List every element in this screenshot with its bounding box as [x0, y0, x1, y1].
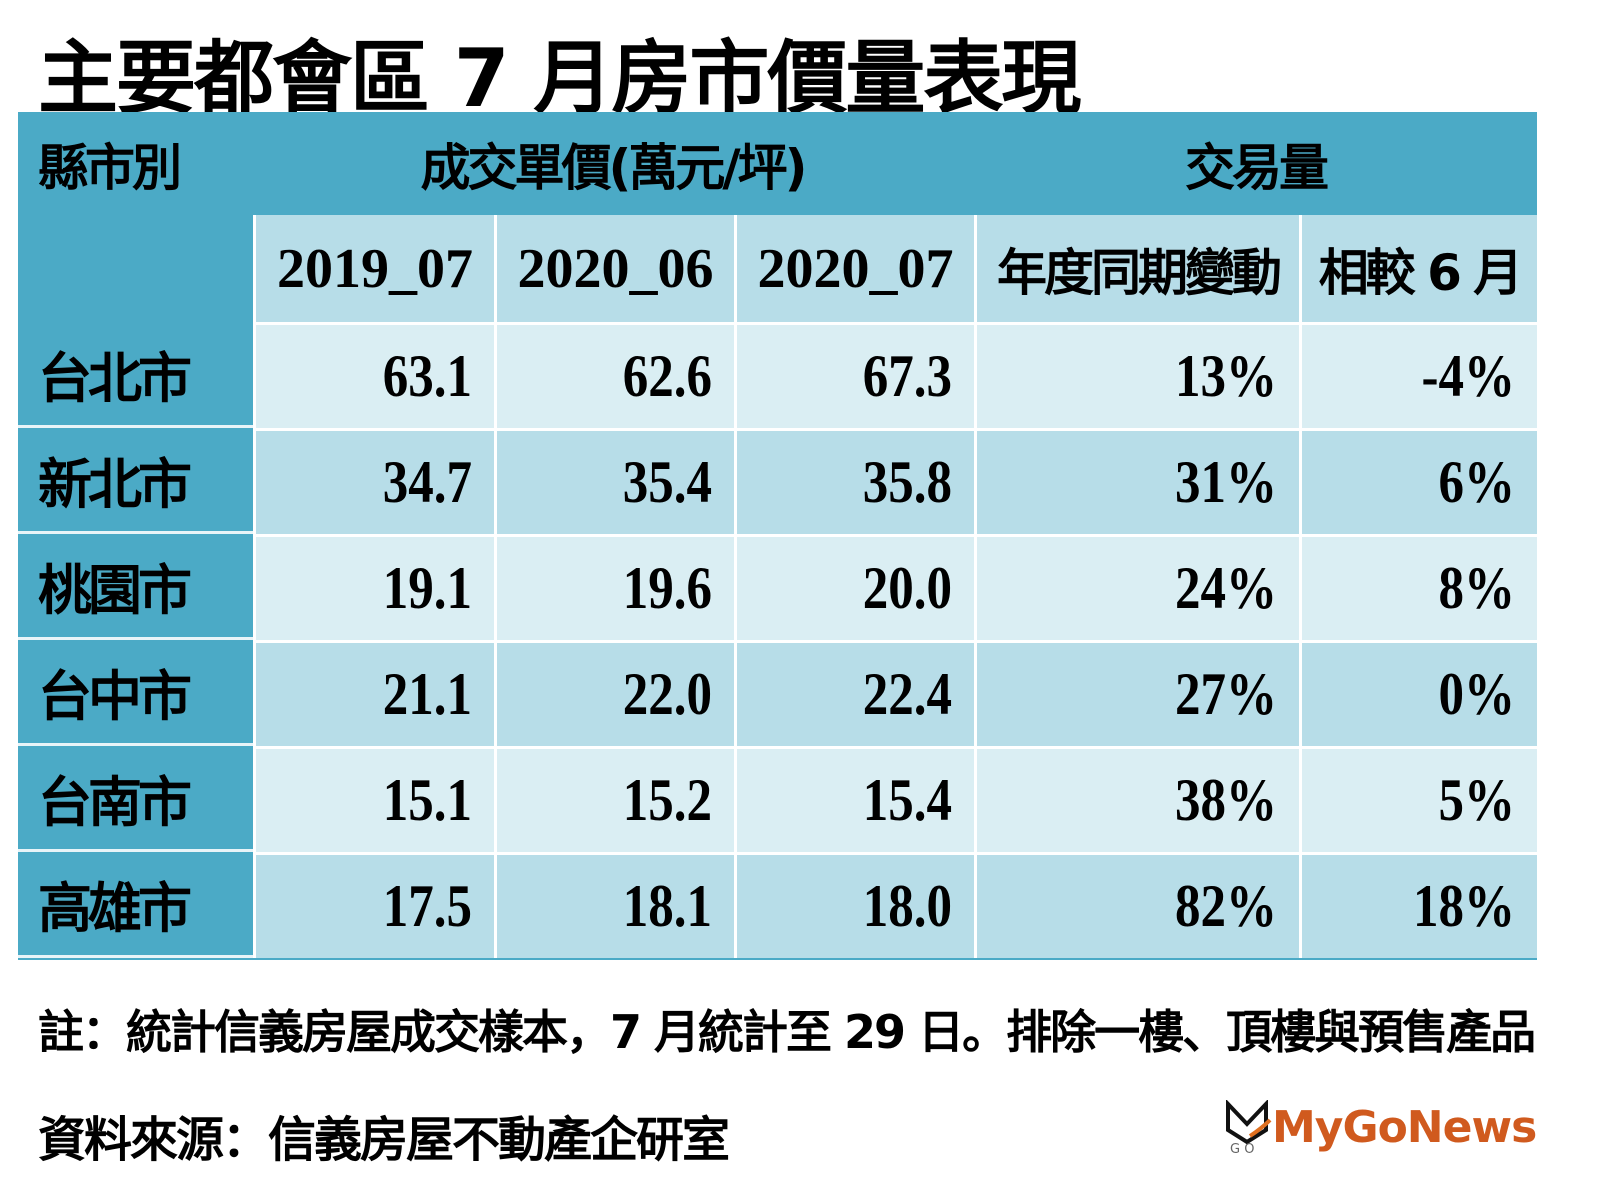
cell-value: 21.1: [382, 661, 472, 727]
table-cell: 22.4: [734, 640, 974, 746]
row-city: 高雄市: [18, 852, 253, 958]
svg-text:G O: G O: [1230, 1142, 1254, 1154]
table-cell: 8%: [1299, 534, 1537, 640]
table-cell: 38%: [974, 746, 1299, 852]
cell-value: 8%: [1438, 555, 1516, 621]
column-header: 相較 6 月: [1299, 215, 1537, 322]
table-cell: 18%: [1299, 852, 1537, 958]
mygonews-logo: G O MyGoNews: [1222, 1100, 1537, 1154]
column-header: 2019_07: [253, 215, 494, 322]
row-city: 台南市: [18, 746, 253, 852]
table-cell: 6%: [1299, 428, 1537, 534]
cell-value: 31%: [1175, 449, 1277, 515]
table-cell: 63.1: [253, 322, 494, 428]
table-cell: 35.8: [734, 428, 974, 534]
column-header: 年度同期變動: [974, 215, 1299, 322]
logo-mark-icon: G O: [1226, 1100, 1272, 1154]
cell-value: 82%: [1175, 873, 1277, 939]
table-cell: 34.7: [253, 428, 494, 534]
cell-value: 34.7: [382, 449, 472, 515]
table-cell: 19.6: [494, 534, 734, 640]
cell-value: 20.0: [862, 555, 952, 621]
cell-value: 18%: [1413, 873, 1515, 939]
table-cell: 67.3: [734, 322, 974, 428]
source-note: 資料來源：信義房屋不動產企研室: [38, 1112, 730, 1168]
table-cell: 82%: [974, 852, 1299, 958]
cell-value: 67.3: [862, 343, 952, 409]
table-cell: 22.0: [494, 640, 734, 746]
cell-value: 63.1: [382, 343, 472, 409]
header-price-group: 成交單價(萬元/坪): [420, 138, 808, 197]
table-cell: 15.2: [494, 746, 734, 852]
table-cell: 21.1: [253, 640, 494, 746]
row-city: 新北市: [18, 428, 253, 534]
table-cell: 17.5: [253, 852, 494, 958]
table-cell: 62.6: [494, 322, 734, 428]
table-cell: 18.1: [494, 852, 734, 958]
table-cell: 27%: [974, 640, 1299, 746]
table-cell: 35.4: [494, 428, 734, 534]
cell-value: 13%: [1175, 343, 1277, 409]
table-cell: 24%: [974, 534, 1299, 640]
cell-value: 22.4: [862, 661, 952, 727]
table-cell: 20.0: [734, 534, 974, 640]
cell-value: 18.1: [622, 873, 712, 939]
column-header: 2020_06: [494, 215, 734, 322]
cell-value: 35.4: [622, 449, 712, 515]
table-cell: 19.1: [253, 534, 494, 640]
logo-text: MyGoNews: [1272, 1101, 1537, 1153]
row-city: 台中市: [18, 640, 253, 746]
cell-value: 35.8: [862, 449, 952, 515]
cell-value: 15.2: [622, 767, 712, 833]
cell-value: 15.4: [862, 767, 952, 833]
table-cell: 15.1: [253, 746, 494, 852]
header-city: 縣市別: [38, 138, 182, 197]
table-cell: 18.0: [734, 852, 974, 958]
cell-value: 0%: [1438, 661, 1516, 727]
cell-value: 22.0: [622, 661, 712, 727]
header-volume-group: 交易量: [1185, 138, 1329, 197]
price-volume-table: 縣市別 成交單價(萬元/坪) 交易量 2019_07 2020_06 2020_07…: [18, 112, 1537, 960]
cell-value: 62.6: [622, 343, 712, 409]
cell-value: 38%: [1175, 767, 1277, 833]
page-title: 主要都會區 7 月房市價量表現: [38, 32, 1081, 125]
cell-value: 6%: [1438, 449, 1516, 515]
table-cell: 5%: [1299, 746, 1537, 852]
cell-value: 17.5: [382, 873, 472, 939]
row-city: 台北市: [18, 322, 253, 428]
table-cell: 31%: [974, 428, 1299, 534]
column-header: 2020_07: [734, 215, 974, 322]
table-cell: 13%: [974, 322, 1299, 428]
table-cell: 0%: [1299, 640, 1537, 746]
cell-value: 27%: [1175, 661, 1277, 727]
cell-value: 19.1: [382, 555, 472, 621]
row-city: 桃園市: [18, 534, 253, 640]
table-cell: -4%: [1299, 322, 1537, 428]
cell-value: 19.6: [622, 555, 712, 621]
cell-value: 15.1: [382, 767, 472, 833]
cell-value: 24%: [1175, 555, 1277, 621]
cell-value: 18.0: [862, 873, 952, 939]
table-cell: 15.4: [734, 746, 974, 852]
cell-value: -4%: [1421, 343, 1515, 409]
cell-value: 5%: [1438, 767, 1516, 833]
footnote: 註：統計信義房屋成交樣本，7 月統計至 29 日。排除一樓、頂樓與預售產品: [38, 1005, 1536, 1059]
